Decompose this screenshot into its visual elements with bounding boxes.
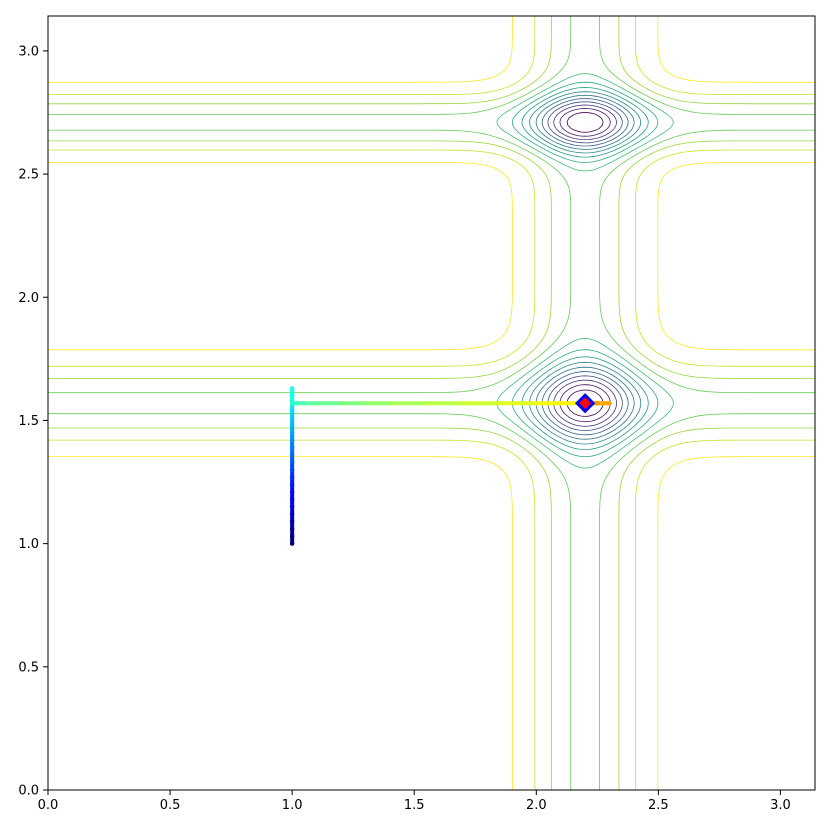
final-point-marker — [574, 393, 596, 414]
path-point — [289, 452, 295, 458]
y-tick-label: 0.0 — [18, 784, 39, 799]
x-tick-label: 2.0 — [526, 798, 547, 813]
path-point — [607, 400, 612, 406]
path-point — [595, 400, 600, 406]
contour-level-line — [553, 104, 617, 427]
contour-level-line — [547, 101, 623, 431]
path-point — [294, 400, 300, 406]
path-point — [314, 400, 319, 406]
path-point — [289, 423, 295, 428]
path-point — [289, 474, 295, 480]
y-tick-label: 2.5 — [18, 168, 39, 183]
contour-level-line — [48, 16, 815, 790]
x-tick-label: 2.5 — [648, 798, 669, 813]
path-point — [289, 437, 295, 443]
path-point — [289, 489, 295, 495]
y-tick-label: 0.5 — [18, 660, 39, 675]
path-point — [289, 393, 295, 399]
path-point — [289, 482, 295, 487]
path-point — [289, 511, 295, 517]
y-tick-label: 1.0 — [18, 537, 39, 552]
path-point — [289, 460, 295, 465]
contour-level-line — [559, 108, 611, 423]
contour-level-line — [541, 98, 629, 436]
contour-level-line — [511, 81, 659, 458]
path-point — [289, 504, 295, 509]
final-point — [574, 393, 596, 414]
x-tick-label: 0.5 — [160, 798, 181, 813]
y-tick-label: 2.0 — [18, 291, 39, 306]
y-axis: 0.0 0.5 1.0 1.5 2.0 2.5 3.0 — [18, 44, 48, 799]
contour-level-line — [521, 87, 649, 450]
path-point — [289, 519, 295, 524]
path-point — [289, 467, 295, 472]
plot-frame — [47, 15, 816, 791]
x-tick-label: 1.0 — [282, 798, 303, 813]
contour-level-line — [48, 16, 815, 790]
path-point — [289, 408, 295, 413]
path-point — [302, 400, 307, 406]
path-point — [497, 400, 502, 406]
y-tick-label: 3.0 — [18, 44, 39, 59]
y-tick-label: 1.5 — [18, 414, 39, 429]
path-point — [558, 400, 563, 406]
path-point — [289, 526, 295, 532]
path-point — [289, 386, 295, 391]
contour-level-line — [48, 16, 815, 790]
path-point — [289, 400, 295, 406]
x-tick-label: 1.5 — [404, 798, 425, 813]
path-point — [363, 400, 368, 406]
contour-level-line — [496, 73, 674, 469]
x-axis: 0.0 0.5 1.0 1.5 2.0 2.5 3.0 — [38, 790, 791, 813]
path-point — [387, 400, 393, 406]
path-point — [289, 497, 295, 502]
path-point — [289, 445, 295, 450]
path-point — [338, 400, 344, 406]
path-point — [289, 415, 295, 421]
path-point — [289, 541, 295, 546]
path-point — [289, 534, 295, 539]
path-point — [534, 400, 539, 406]
contour-level-line — [529, 91, 642, 445]
contour-level-line — [535, 94, 635, 440]
x-tick-label: 3.0 — [770, 798, 791, 813]
path-point — [424, 400, 429, 406]
path-point — [460, 400, 466, 406]
contour-lines — [48, 16, 815, 790]
x-tick-label: 0.0 — [38, 798, 59, 813]
contour-level-line — [48, 16, 815, 790]
path-point — [289, 430, 295, 435]
